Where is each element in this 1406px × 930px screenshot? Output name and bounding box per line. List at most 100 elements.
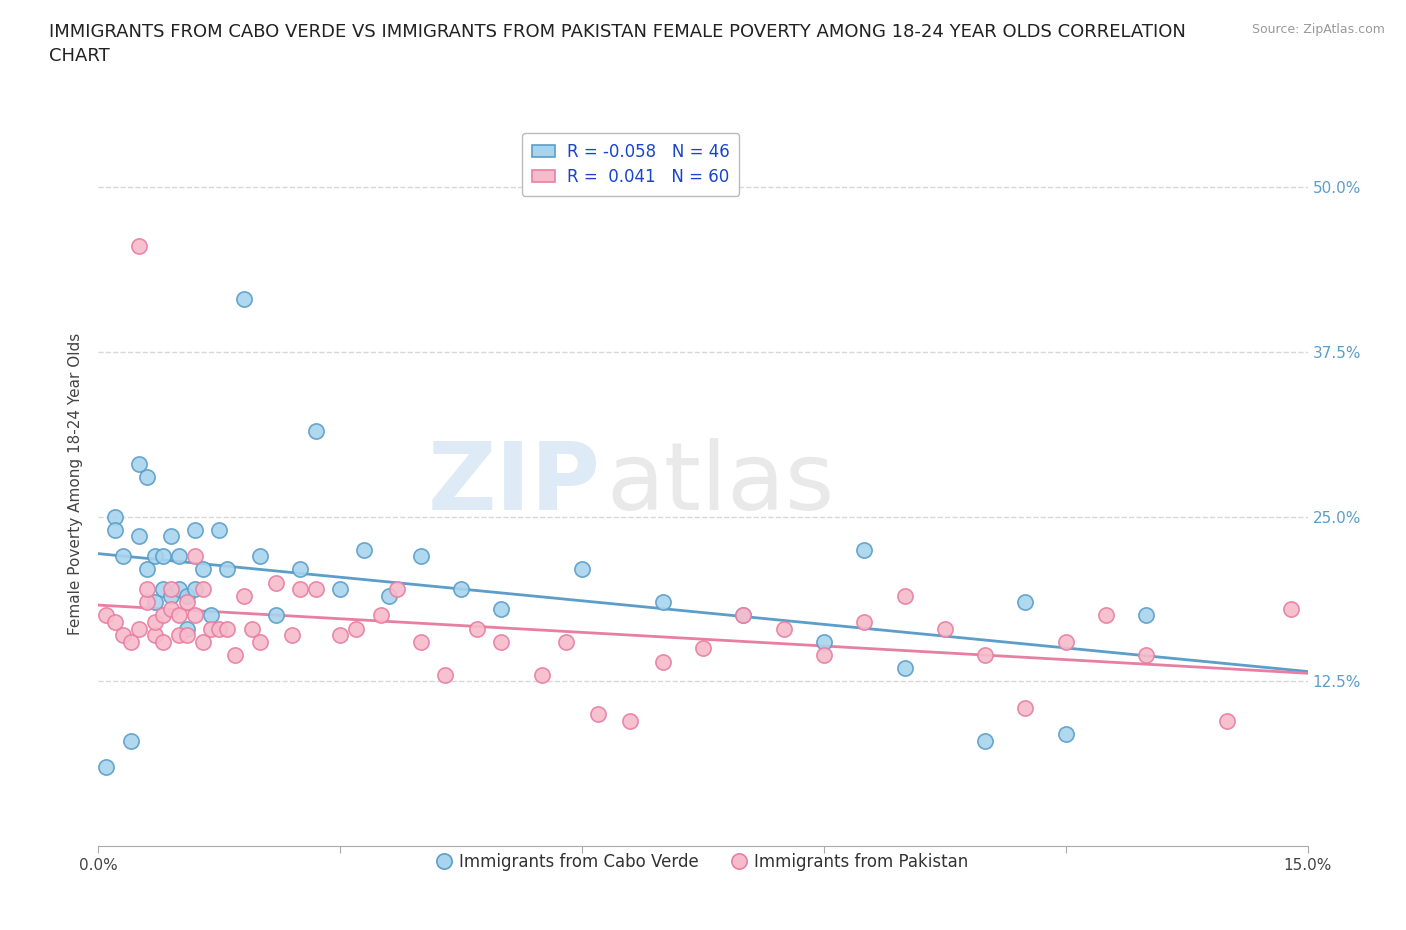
Point [193, 562, 215, 577]
Point [934, 621, 956, 636]
Point [893, 589, 915, 604]
Point [329, 581, 352, 596]
Point [370, 608, 392, 623]
Point [167, 628, 190, 643]
Point [184, 549, 207, 564]
Point [733, 608, 755, 623]
Point [1054, 634, 1077, 649]
Point [853, 542, 876, 557]
Point [217, 621, 239, 636]
Point [208, 621, 231, 636]
Point [135, 470, 157, 485]
Point [450, 581, 472, 596]
Point [232, 291, 254, 306]
Point [128, 457, 150, 472]
Point [128, 529, 150, 544]
Point [288, 581, 311, 596]
Point [974, 734, 997, 749]
Point [530, 668, 553, 683]
Point [377, 589, 399, 604]
Point [813, 634, 835, 649]
Point [167, 549, 190, 564]
Point [249, 634, 271, 649]
Point [1014, 700, 1036, 715]
Point [491, 602, 513, 617]
Point [176, 589, 198, 604]
Point [619, 713, 641, 728]
Point [111, 628, 134, 643]
Point [305, 581, 328, 596]
Point [193, 581, 215, 596]
Point [217, 562, 239, 577]
Point [176, 621, 198, 636]
Point [249, 549, 271, 564]
Point [353, 542, 375, 557]
Point [152, 608, 174, 623]
Point [120, 634, 142, 649]
Point [160, 529, 183, 544]
Point [184, 581, 207, 596]
Point [167, 608, 190, 623]
Point [143, 549, 166, 564]
Point [385, 581, 408, 596]
Point [329, 628, 352, 643]
Point [143, 595, 166, 610]
Point [651, 595, 673, 610]
Point [128, 621, 150, 636]
Point [200, 621, 222, 636]
Point [305, 423, 328, 438]
Point [288, 562, 311, 577]
Point [152, 549, 174, 564]
Point [692, 641, 714, 656]
Point [344, 621, 367, 636]
Point [167, 581, 190, 596]
Text: Source: ZipAtlas.com: Source: ZipAtlas.com [1251, 23, 1385, 36]
Point [264, 575, 287, 590]
Point [176, 628, 198, 643]
Point [1095, 608, 1118, 623]
Point [1054, 726, 1077, 741]
Legend: Immigrants from Cabo Verde, Immigrants from Pakistan: Immigrants from Cabo Verde, Immigrants f… [432, 846, 974, 878]
Point [160, 581, 183, 596]
Point [651, 654, 673, 669]
Point [96, 760, 118, 775]
Point [555, 634, 578, 649]
Point [135, 562, 157, 577]
Point [281, 628, 304, 643]
Point [103, 509, 125, 524]
Text: IMMIGRANTS FROM CABO VERDE VS IMMIGRANTS FROM PAKISTAN FEMALE POVERTY AMONG 18-2: IMMIGRANTS FROM CABO VERDE VS IMMIGRANTS… [49, 23, 1187, 65]
Point [128, 239, 150, 254]
Text: ZIP: ZIP [427, 438, 600, 529]
Point [103, 523, 125, 538]
Point [152, 634, 174, 649]
Point [135, 581, 157, 596]
Point [184, 608, 207, 623]
Point [224, 647, 246, 662]
Point [240, 621, 263, 636]
Point [491, 634, 513, 649]
Point [813, 647, 835, 662]
Point [853, 615, 876, 630]
Point [143, 628, 166, 643]
Point [1216, 713, 1239, 728]
Point [135, 595, 157, 610]
Point [733, 608, 755, 623]
Point [111, 549, 134, 564]
Text: atlas: atlas [606, 438, 835, 529]
Point [176, 595, 198, 610]
Point [409, 549, 432, 564]
Point [1135, 608, 1157, 623]
Point [232, 589, 254, 604]
Point [1014, 595, 1036, 610]
Point [160, 589, 183, 604]
Point [1135, 647, 1157, 662]
Point [465, 621, 488, 636]
Point [103, 615, 125, 630]
Point [120, 734, 142, 749]
Point [152, 581, 174, 596]
Point [772, 621, 794, 636]
Point [264, 608, 287, 623]
Point [1281, 602, 1303, 617]
Point [208, 523, 231, 538]
Point [143, 615, 166, 630]
